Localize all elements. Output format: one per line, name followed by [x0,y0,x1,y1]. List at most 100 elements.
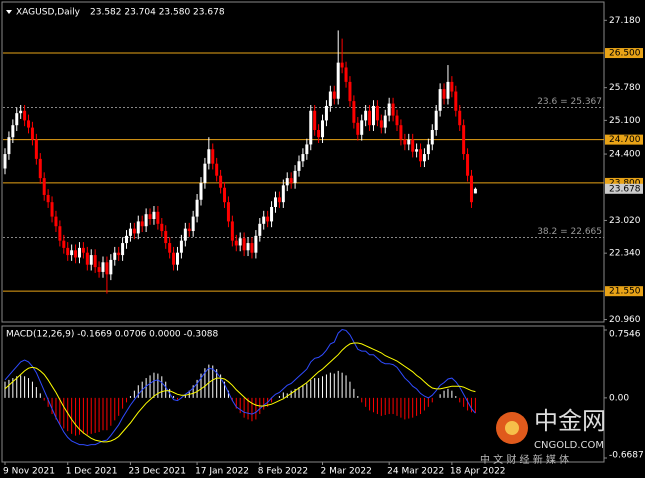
candle-body [207,149,211,164]
candle-body [144,214,148,227]
candle-body [289,178,293,183]
candle-body [379,120,383,128]
watermark: 中金网 CNGOLD.COM 中 文 财 经 新 媒 体 [480,407,606,466]
candle-body [309,110,313,145]
candle-body [211,149,215,164]
candle-body [395,115,399,126]
candle-body [403,139,407,145]
y-tick-label: 20.960 [609,315,641,325]
candle-body [164,231,168,244]
menu-arrow [6,10,12,14]
candle-body [446,81,450,99]
y-tick-label: 22.340 [609,249,641,259]
candle-body [148,214,152,220]
candle-body [101,262,105,272]
last-price-label: 23.678 [609,184,641,194]
candle-body [15,113,19,126]
candle-body [191,216,195,232]
y-tick-label: 0.7546 [609,330,641,340]
candle-body [356,122,360,135]
candle-body [387,103,391,116]
candle-body [360,120,364,135]
macd-line [4,328,476,447]
candle-body [364,110,368,121]
candle-body [81,247,85,253]
candle-body [415,149,419,152]
candle-body [183,228,187,241]
level-box [605,286,643,297]
candle-body [469,175,473,203]
macd-title: MACD(12,26,9) -0.1669 0.0706 0.0000 -0.3… [6,330,219,340]
candle-body [89,255,93,265]
candle-body [277,197,281,203]
candle-body [223,187,227,203]
candle-body [281,185,285,203]
candle-body [70,250,74,256]
candle-body [175,252,179,265]
candle-body [140,221,144,227]
candle-body [50,202,54,217]
candle-body [234,240,238,246]
watermark-logo-core [505,421,519,435]
x-tick-label: 2 Mar 2022 [321,467,372,477]
level-box [605,48,643,59]
candle-body [270,206,274,222]
candle-body [27,120,31,128]
y-tick-label: 25.100 [609,116,641,126]
candle-body [344,67,348,82]
candle-body [179,240,183,253]
candle-body [23,110,27,121]
candle-body [136,221,140,234]
candle-body [426,144,430,155]
candle-body [38,158,42,179]
candle-body [371,105,375,126]
y-tick-label: 23.020 [609,216,641,226]
candle-body [242,238,246,251]
ohlc-info: 23.582 23.704 23.580 23.678 [90,8,225,18]
candle-body [454,91,458,111]
fib-label: 38.2 = 22.665 [537,227,602,237]
candle-body [113,252,117,260]
candle-body [391,103,395,116]
x-tick-label: 8 Feb 2022 [258,467,308,477]
level-label: 21.550 [609,287,641,297]
candle-body [324,105,328,121]
candle-body [172,252,176,265]
price-pane [1,1,605,323]
x-tick-label: 1 Dec 2021 [66,467,118,477]
last-price-box [605,183,643,194]
x-tick-label: 23 Dec 2021 [128,467,186,477]
candle-body [128,228,132,236]
candle-body [285,178,289,186]
candle-body [62,240,66,248]
candle-body [160,223,164,232]
candle-body [46,194,50,203]
candle-body [132,228,136,234]
level-label: 23.800 [609,178,641,188]
candle-body [226,202,230,222]
candle-body [246,243,250,251]
candle-body [152,211,156,220]
candle-body [383,115,387,128]
candle-body [7,137,11,155]
candle-body [125,235,129,244]
candle-body [328,91,332,106]
candle-body [317,130,321,138]
candle-body [450,81,454,92]
candle-body [266,216,270,222]
candle-body [438,89,442,111]
candle-body [215,163,219,176]
candle-body [305,144,309,155]
watermark-site: CNGOLD.COM [534,440,604,451]
candle-body [407,139,411,145]
chart-title: XAGUSD,Daily [16,8,81,18]
level-box [605,177,643,188]
candle-body [85,252,89,265]
macd-pane [1,325,605,463]
candle-body [313,110,317,131]
candle-body [93,255,97,268]
fib-label: 23.6 = 25.367 [537,97,602,107]
candle-body [352,101,356,123]
candle-body [262,216,266,224]
